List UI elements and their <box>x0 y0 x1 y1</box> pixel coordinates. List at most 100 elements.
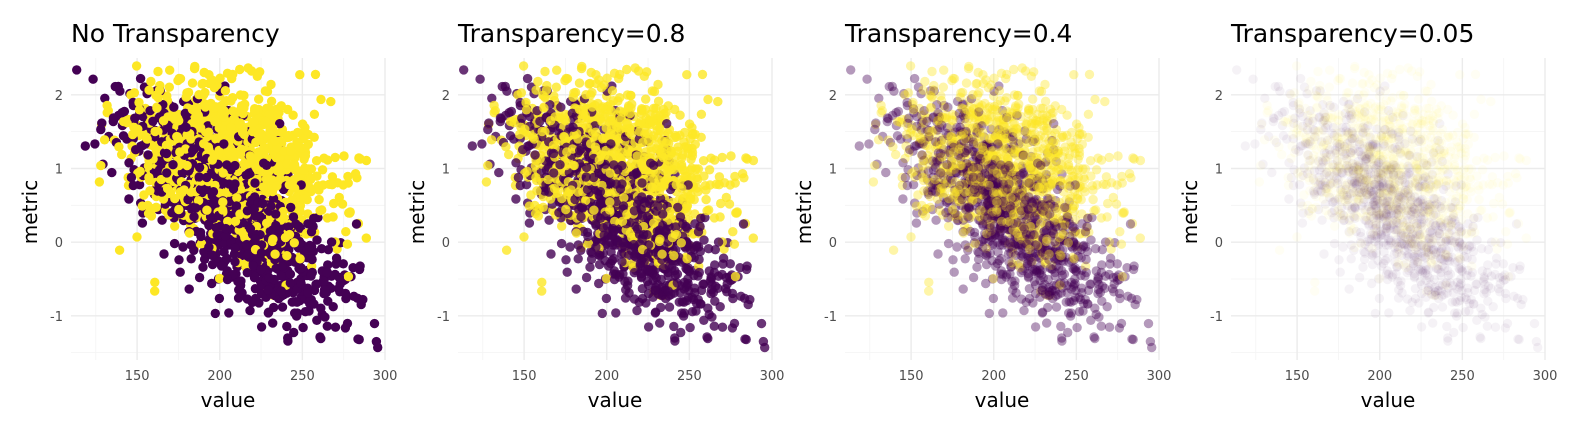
scatter-point-group_a <box>124 194 133 203</box>
scatter-point-group_a <box>591 221 600 230</box>
x-tick-label: 200 <box>207 369 232 384</box>
scatter-point-group_b <box>725 199 734 208</box>
scatter-point-group_a <box>317 244 326 253</box>
scatter-point-group_a <box>952 242 961 251</box>
scatter-point-group_b <box>698 70 707 79</box>
scatter-point-group_a <box>291 297 300 306</box>
scatter-point-group_a <box>635 298 644 307</box>
scatter-point-group_a <box>673 278 682 287</box>
scatter-point-group_b <box>482 177 491 186</box>
scatter-point-group_a <box>518 145 527 154</box>
y-tick-label: 1 <box>55 162 63 177</box>
scatter-point-group_a <box>204 221 213 230</box>
scatter-point-group_a <box>355 335 364 344</box>
scatter-point-group_b <box>1072 119 1081 128</box>
scatter-point-group_a <box>307 255 316 264</box>
scatter-point-group_a <box>556 103 565 112</box>
scatter-point-group_b <box>561 205 570 214</box>
scatter-point-group_a <box>1072 323 1081 332</box>
scatter-point-group_b <box>188 78 197 87</box>
scatter-point-group_a <box>277 271 286 280</box>
y-tick-label: -1 <box>50 310 63 325</box>
scatter-point-group_b <box>270 250 279 259</box>
scatter-point-group_b <box>200 68 209 77</box>
scatter-point-group_b <box>552 66 561 75</box>
scatter-point-group_b <box>549 141 558 150</box>
scatter-point-group_b <box>150 127 159 136</box>
scatter-point-group_b <box>528 132 537 141</box>
scatter-point-group_a <box>341 323 350 332</box>
scatter-point-group_a <box>207 279 216 288</box>
scatter-point-group_b <box>540 67 549 76</box>
scatter-point-group_b <box>533 77 542 86</box>
scatter-point-group_b <box>677 184 686 193</box>
scatter-point-group_b <box>199 139 208 148</box>
scatter-point-group_a <box>320 312 329 321</box>
scatter-point-group_a <box>311 280 320 289</box>
scatter-point-group_a <box>871 118 880 127</box>
scatter-point-group_a <box>189 246 198 255</box>
scatter-point-group_a <box>174 255 183 264</box>
scatter-point-group_b <box>606 168 615 177</box>
scatter-point-group_a <box>188 146 197 155</box>
scatter-point-group_a <box>591 242 600 251</box>
scatter-point-group_b <box>585 79 594 88</box>
scatter-point-group_b <box>692 183 701 192</box>
scatter-point-group_b <box>226 123 235 132</box>
scatter-point-group_a <box>582 163 591 172</box>
scatter-point-group_b <box>530 201 539 210</box>
scatter-points <box>459 61 769 352</box>
scatter-point-group_a <box>129 181 138 190</box>
scatter-point-group_b <box>284 131 293 140</box>
scatter-point-group_a <box>651 285 660 294</box>
scatter-point-group_a <box>609 254 618 263</box>
scatter-point-group_a <box>1090 334 1099 343</box>
scatter-point-group_b <box>268 235 277 244</box>
scatter-point-group_b <box>636 117 645 126</box>
scatter-point-group_b <box>648 117 657 126</box>
scatter-point-group_a <box>159 249 168 258</box>
scatter-point-group_a <box>496 113 505 122</box>
scatter-point-group_b <box>522 105 531 114</box>
x-tick-label: 300 <box>760 369 785 384</box>
scatter-point-group_a <box>373 343 382 352</box>
scatter-point-group_b <box>537 127 546 136</box>
scatter-point-group_b <box>282 251 291 260</box>
scatter-point-group_b <box>623 150 632 159</box>
scatter-point-group_b <box>133 125 142 134</box>
scatter-point-group_a <box>282 322 291 331</box>
scatter-point-group_b <box>523 167 532 176</box>
scatter-point-group_a <box>286 278 295 287</box>
scatter-point-group_b <box>215 274 224 283</box>
scatter-point-group_a <box>1147 343 1156 352</box>
scatter-point-group_b <box>575 78 584 87</box>
scatter-point-group_a <box>335 273 344 282</box>
scatter-point-group_b <box>236 90 245 99</box>
scatter-point-group_b <box>715 180 724 189</box>
scatter-point-group_a <box>664 286 673 295</box>
scatter-point-group_b <box>705 165 714 174</box>
scatter-point-group_b <box>238 128 247 137</box>
scatter-point-group_b <box>144 86 153 95</box>
scatter-point-group_b <box>659 153 668 162</box>
scatter-point-group_b <box>615 106 624 115</box>
scatter-point-group_a <box>208 260 217 269</box>
scatter-point-group_a <box>595 260 604 269</box>
scatter-point-group_b <box>130 88 139 97</box>
scatter-point-group_a <box>1106 254 1115 263</box>
scatter-point-group_a <box>760 343 769 352</box>
scatter-point-group_b <box>215 74 224 83</box>
scatter-point-group_b <box>305 183 314 192</box>
scatter-point-group_a <box>222 254 231 263</box>
scatter-point-group_b <box>743 154 752 163</box>
scatter-point-group_a <box>257 322 266 331</box>
scatter-point-group_b <box>185 228 194 237</box>
scatter-point-group_b <box>483 161 492 170</box>
scatter-point-group_a <box>257 248 266 257</box>
scatter-point-group_b <box>234 119 243 128</box>
scatter-point-group_b <box>310 110 319 119</box>
scatter-point-group_a <box>191 203 200 212</box>
scatter-point-group_a <box>710 322 719 331</box>
scatter-point-group_b <box>250 106 259 115</box>
